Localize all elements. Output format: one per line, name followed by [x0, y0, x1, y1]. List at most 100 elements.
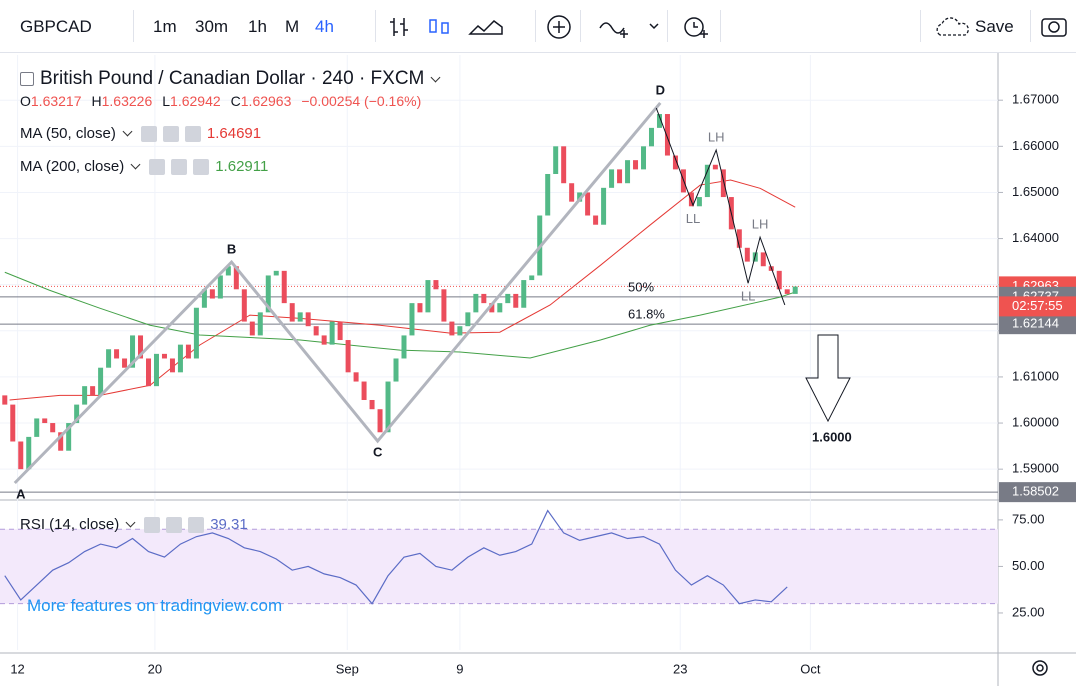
watermark[interactable]: More features on tradingview.com [27, 596, 283, 615]
icon[interactable] [193, 158, 210, 175]
change: −0.00254 (−0.16%) [301, 93, 422, 109]
x-tick-label: Sep [336, 661, 359, 676]
legend-title-row: British Pound / Canadian Dollar · 240 · … [20, 68, 443, 90]
alert-icon[interactable] [680, 12, 710, 42]
y-tick-label: 1.60000 [1012, 414, 1059, 429]
separator [667, 10, 668, 42]
icon[interactable] [184, 125, 201, 142]
candle-body [193, 307, 199, 359]
separator [920, 10, 921, 42]
moving-average [4, 271, 796, 359]
price-badge [999, 314, 1076, 335]
candle-body [585, 192, 591, 216]
candle-body [138, 335, 144, 359]
symbol[interactable]: GBPCAD [20, 17, 92, 36]
candle-body [369, 399, 375, 410]
pattern-label: C [373, 444, 383, 459]
target-label: 1.6000 [812, 429, 852, 444]
x-tick-label: Oct [800, 661, 821, 676]
icon[interactable] [171, 158, 188, 175]
candle-body [792, 286, 798, 294]
candle-body [297, 312, 303, 322]
ohlc-value: 1.63217 [30, 93, 82, 109]
candle-body [609, 169, 615, 188]
chart-style-icons[interactable] [388, 14, 518, 40]
y-tick-label: 75.00 [1012, 511, 1045, 526]
price-badge-label: 1.62144 [1012, 316, 1059, 331]
separator [1030, 10, 1031, 42]
icon[interactable] [166, 516, 183, 533]
interval[interactable]: 4h [315, 17, 334, 36]
icon[interactable] [144, 516, 161, 533]
pattern-label: B [227, 242, 236, 257]
candle-body [241, 289, 247, 322]
y-tick-label: 50.00 [1012, 558, 1045, 573]
candle-body [760, 252, 766, 267]
candle-body [521, 280, 527, 308]
y-tick-label: 1.61000 [1012, 368, 1059, 383]
candle-body [784, 289, 790, 294]
candle-body [50, 423, 56, 433]
chevron[interactable] [122, 126, 133, 137]
candle-body [417, 303, 423, 313]
candle-body [473, 293, 479, 313]
ohlc-value: 1.62963 [240, 93, 292, 109]
save-button[interactable]: Save [975, 17, 1014, 36]
interval[interactable]: 30m [195, 17, 229, 36]
candle-body [42, 418, 48, 424]
candle-body [273, 270, 279, 276]
candle-body [489, 303, 495, 313]
abcd-pattern [13, 102, 662, 485]
candle-body [465, 312, 471, 327]
candle-body [481, 293, 487, 304]
collapse-icon[interactable] [20, 72, 34, 86]
chevron[interactable] [125, 517, 136, 528]
price-badge [999, 482, 1076, 503]
candle-body [704, 164, 710, 198]
wave-label: LL [686, 211, 700, 226]
y-tick-label: 1.59000 [1012, 461, 1059, 476]
legend-title: British Pound / Canadian Dollar · 240 · … [40, 68, 425, 89]
separator [580, 10, 581, 42]
candle-body [633, 160, 639, 170]
chevron[interactable] [130, 159, 141, 170]
candle-body [505, 293, 511, 304]
candle-body [201, 289, 207, 308]
chevron[interactable] [430, 72, 441, 82]
y-tick-label: 1.67000 [1012, 92, 1059, 107]
candle-body [672, 155, 678, 170]
indicator-value: 39.31 [210, 516, 248, 533]
countdown: 02:57:55 [1012, 298, 1063, 313]
interval[interactable]: 1h [248, 17, 267, 36]
indicator-name: MA (50, close) [20, 125, 116, 142]
interval[interactable]: M [285, 17, 300, 36]
x-tick-label: 12 [10, 661, 24, 676]
candle-body [305, 312, 311, 327]
candle-body [169, 358, 175, 373]
icon[interactable] [162, 125, 179, 142]
compare-icon[interactable] [598, 14, 662, 40]
cloud-icon [936, 17, 969, 36]
interval[interactable]: 1m [153, 17, 177, 36]
candle-body [130, 335, 136, 368]
screenshot-icon[interactable] [1040, 14, 1068, 38]
candle-body [712, 164, 718, 170]
indicator-value: 1.62911 [215, 158, 269, 175]
icon[interactable] [149, 158, 166, 175]
icon[interactable] [140, 125, 157, 142]
indicators-icon[interactable] [546, 14, 572, 40]
candle-body [289, 303, 295, 322]
icon[interactable] [188, 516, 205, 533]
settings-icon[interactable] [1032, 660, 1048, 676]
candle-body [66, 423, 72, 451]
candle-body [433, 280, 439, 290]
candle-body [177, 344, 183, 373]
candle-body [225, 266, 231, 276]
candle-body [257, 312, 263, 336]
countdown-badge [999, 296, 1076, 317]
x-tick-label: 9 [456, 661, 463, 676]
pattern-label: D [656, 82, 665, 97]
ma200-row: MA (200, close) 1.62911 [20, 158, 268, 175]
candle-body [26, 436, 32, 470]
candle-body [58, 432, 64, 451]
